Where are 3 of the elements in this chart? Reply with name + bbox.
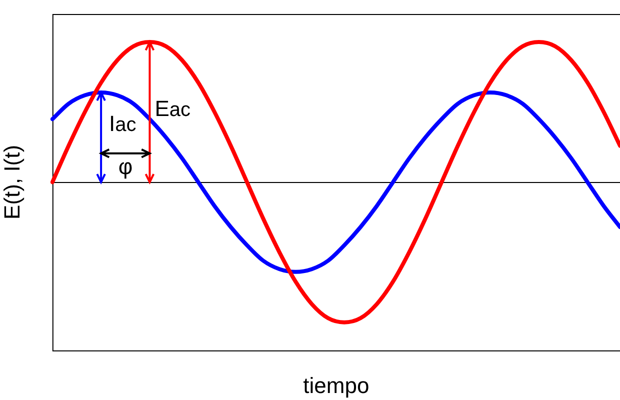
y-axis-title: E(t), I(t) [0, 144, 24, 220]
x-axis-title: tiempo [303, 372, 370, 398]
annotation: φ [118, 154, 133, 180]
